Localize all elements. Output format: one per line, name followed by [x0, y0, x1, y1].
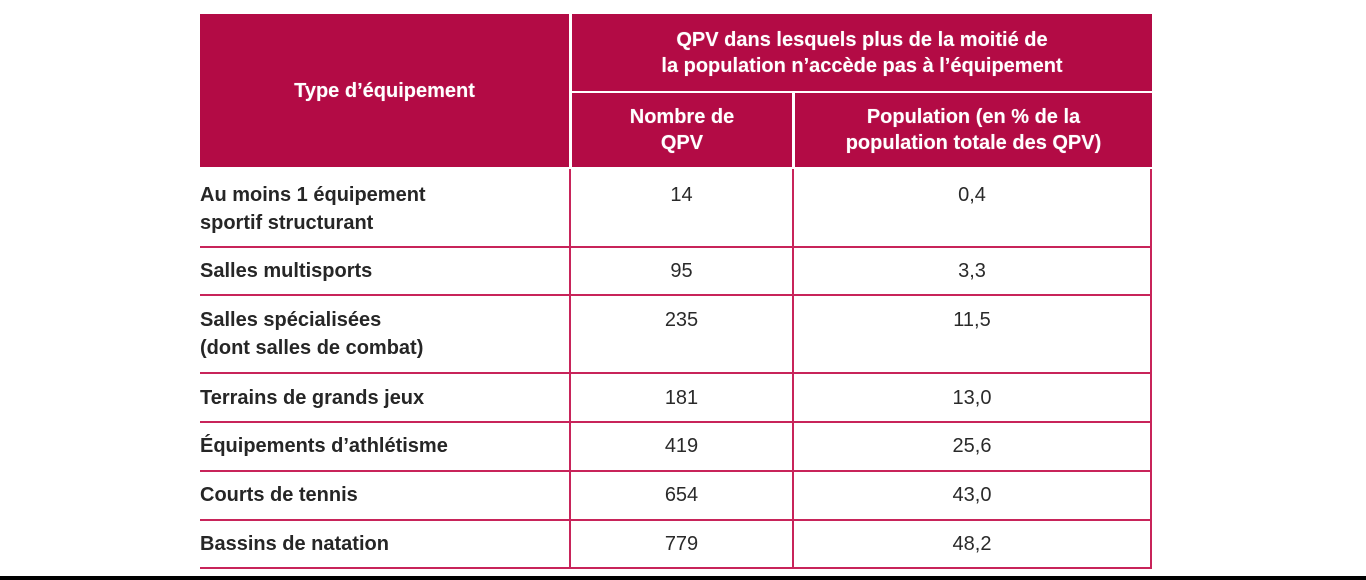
- table-row-label: Au moins 1 équipement sportif structuran…: [200, 181, 426, 237]
- table-row-label: Terrains de grands jeux: [200, 384, 424, 412]
- divider-horizontal: [200, 246, 1152, 248]
- label-line: Salles spécialisées: [200, 306, 423, 334]
- header-count-line2: QPV: [661, 130, 703, 156]
- table-cell-population: 13,0: [794, 384, 1150, 412]
- table-cell-population: 43,0: [794, 481, 1150, 509]
- divider-vertical: [792, 169, 794, 569]
- table-cell-count: 654: [571, 481, 792, 509]
- bottom-edge-bar: [0, 576, 1366, 580]
- divider-horizontal: [200, 567, 1152, 569]
- table-cell-population: 11,5: [794, 306, 1150, 334]
- header-type-equipement: Type d’équipement: [200, 14, 569, 167]
- label-line: Au moins 1 équipement: [200, 181, 426, 209]
- table-row-label: Bassins de natation: [200, 530, 389, 558]
- table-cell-count: 419: [571, 432, 792, 460]
- label-line: (dont salles de combat): [200, 334, 423, 362]
- divider-horizontal: [200, 470, 1152, 472]
- header-count-line1: Nombre de: [630, 104, 734, 130]
- table-row-label: Salles multisports: [200, 257, 372, 285]
- table-cell-count: 14: [571, 181, 792, 209]
- divider-vertical: [1150, 169, 1152, 569]
- label-line: sportif structurant: [200, 209, 426, 237]
- divider-vertical: [569, 169, 571, 569]
- table-row-label: Salles spécialisées (dont salles de comb…: [200, 306, 423, 362]
- table-cell-population: 0,4: [794, 181, 1150, 209]
- header-group-line1: QPV dans lesquels plus de la moitié de: [676, 27, 1047, 53]
- header-count: Nombre de QPV: [572, 93, 792, 167]
- divider-horizontal: [200, 421, 1152, 423]
- header-population-line2: population totale des QPV): [846, 130, 1102, 156]
- table-cell-count: 181: [571, 384, 792, 412]
- table-cell-population: 3,3: [794, 257, 1150, 285]
- divider-horizontal: [200, 519, 1152, 521]
- header-population-line1: Population (en % de la: [867, 104, 1080, 130]
- header-population: Population (en % de la population totale…: [795, 93, 1152, 167]
- header-group: QPV dans lesquels plus de la moitié de l…: [572, 14, 1152, 91]
- table-row-label: Courts de tennis: [200, 481, 358, 509]
- header-type-label: Type d’équipement: [294, 78, 475, 104]
- divider-horizontal: [200, 372, 1152, 374]
- header-group-line2: la population n’accède pas à l’équipemen…: [661, 53, 1062, 79]
- table-cell-population: 25,6: [794, 432, 1150, 460]
- divider-horizontal: [200, 294, 1152, 296]
- table-cell-count: 779: [571, 530, 792, 558]
- table-cell-population: 48,2: [794, 530, 1150, 558]
- table-cell-count: 235: [571, 306, 792, 334]
- table-row-label: Équipements d’athlétisme: [200, 432, 448, 460]
- table-cell-count: 95: [571, 257, 792, 285]
